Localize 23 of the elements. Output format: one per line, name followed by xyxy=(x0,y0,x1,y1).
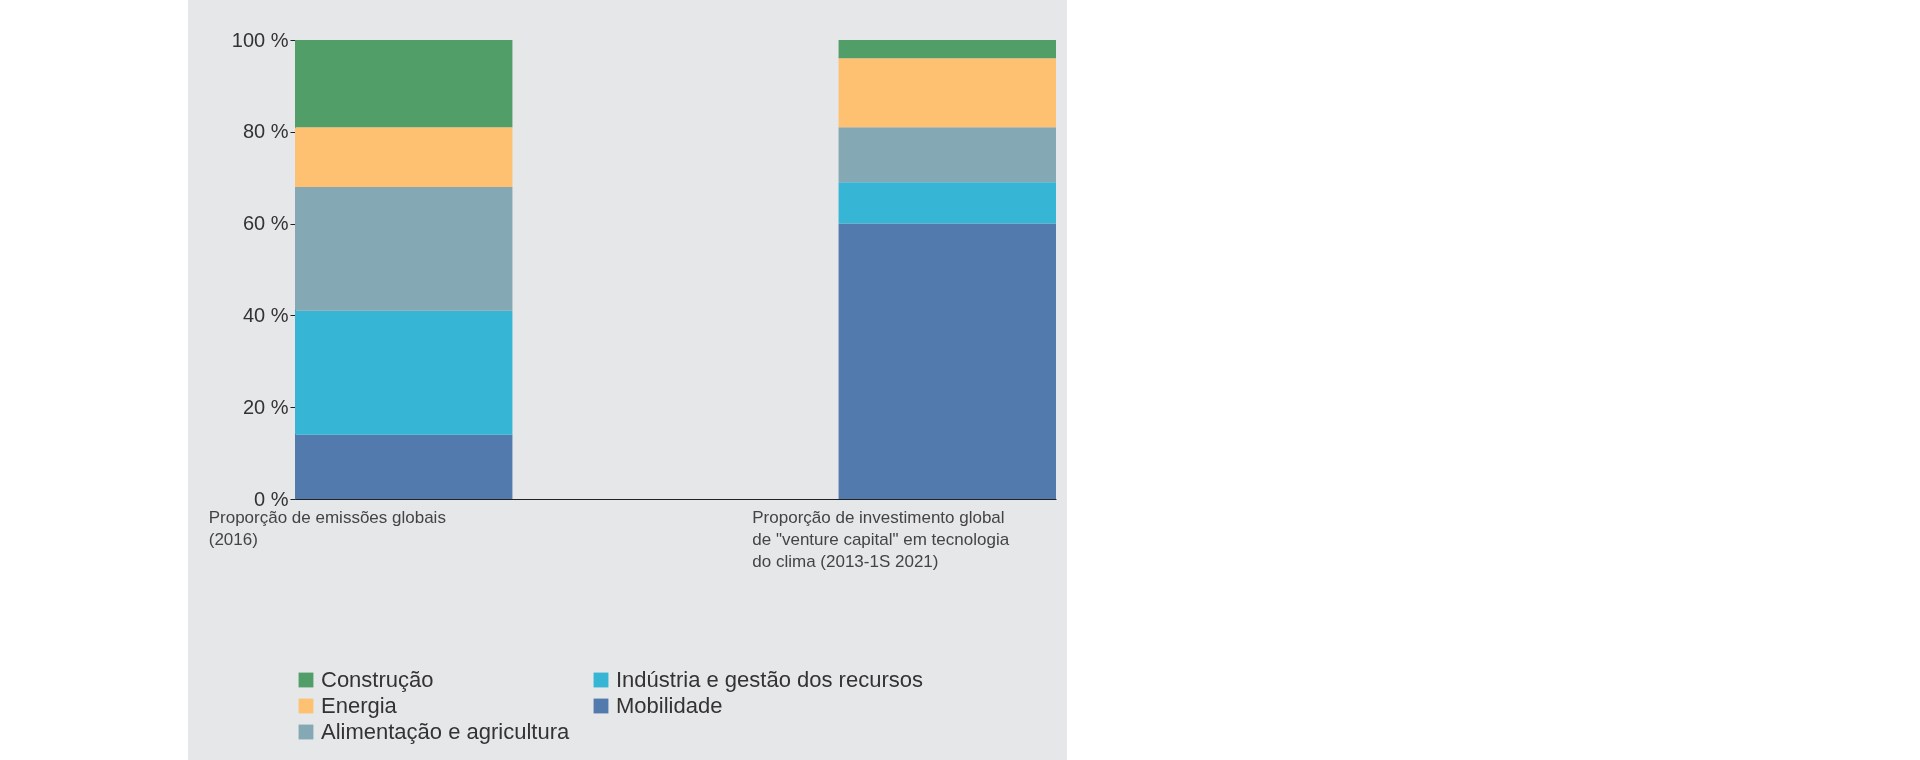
bar xyxy=(838,182,1056,224)
y-tick-label: 60 % xyxy=(242,212,289,235)
legend-label: Alimentação e agricultura xyxy=(321,719,571,744)
y-tick-label: 100 % xyxy=(231,28,289,51)
bar xyxy=(838,58,1056,128)
x-tick-label: Proporção de investimento global de "venture capital" em tecnologia do clima (2013-1S 2021) xyxy=(752,507,1010,571)
x-tick-label: Proporção de emissões globais (2016) xyxy=(208,507,446,549)
legend-label: Indústria e gestão dos recursos xyxy=(616,667,923,692)
legend-label: Mobilidade xyxy=(616,693,723,718)
bar xyxy=(295,40,513,128)
y-tick-label: 40 % xyxy=(242,303,289,326)
bar xyxy=(295,127,513,187)
bar xyxy=(838,127,1056,183)
bar xyxy=(295,186,513,311)
bar xyxy=(295,434,513,499)
bar xyxy=(295,310,513,435)
legend-label: Energia xyxy=(321,693,398,718)
bar xyxy=(838,223,1056,499)
bar xyxy=(838,40,1056,59)
y-tick-label: 20 % xyxy=(242,395,289,418)
y-tick-label: 0 % xyxy=(254,487,289,510)
legend-label: Construção xyxy=(321,667,434,692)
y-tick-label: 80 % xyxy=(242,120,289,143)
